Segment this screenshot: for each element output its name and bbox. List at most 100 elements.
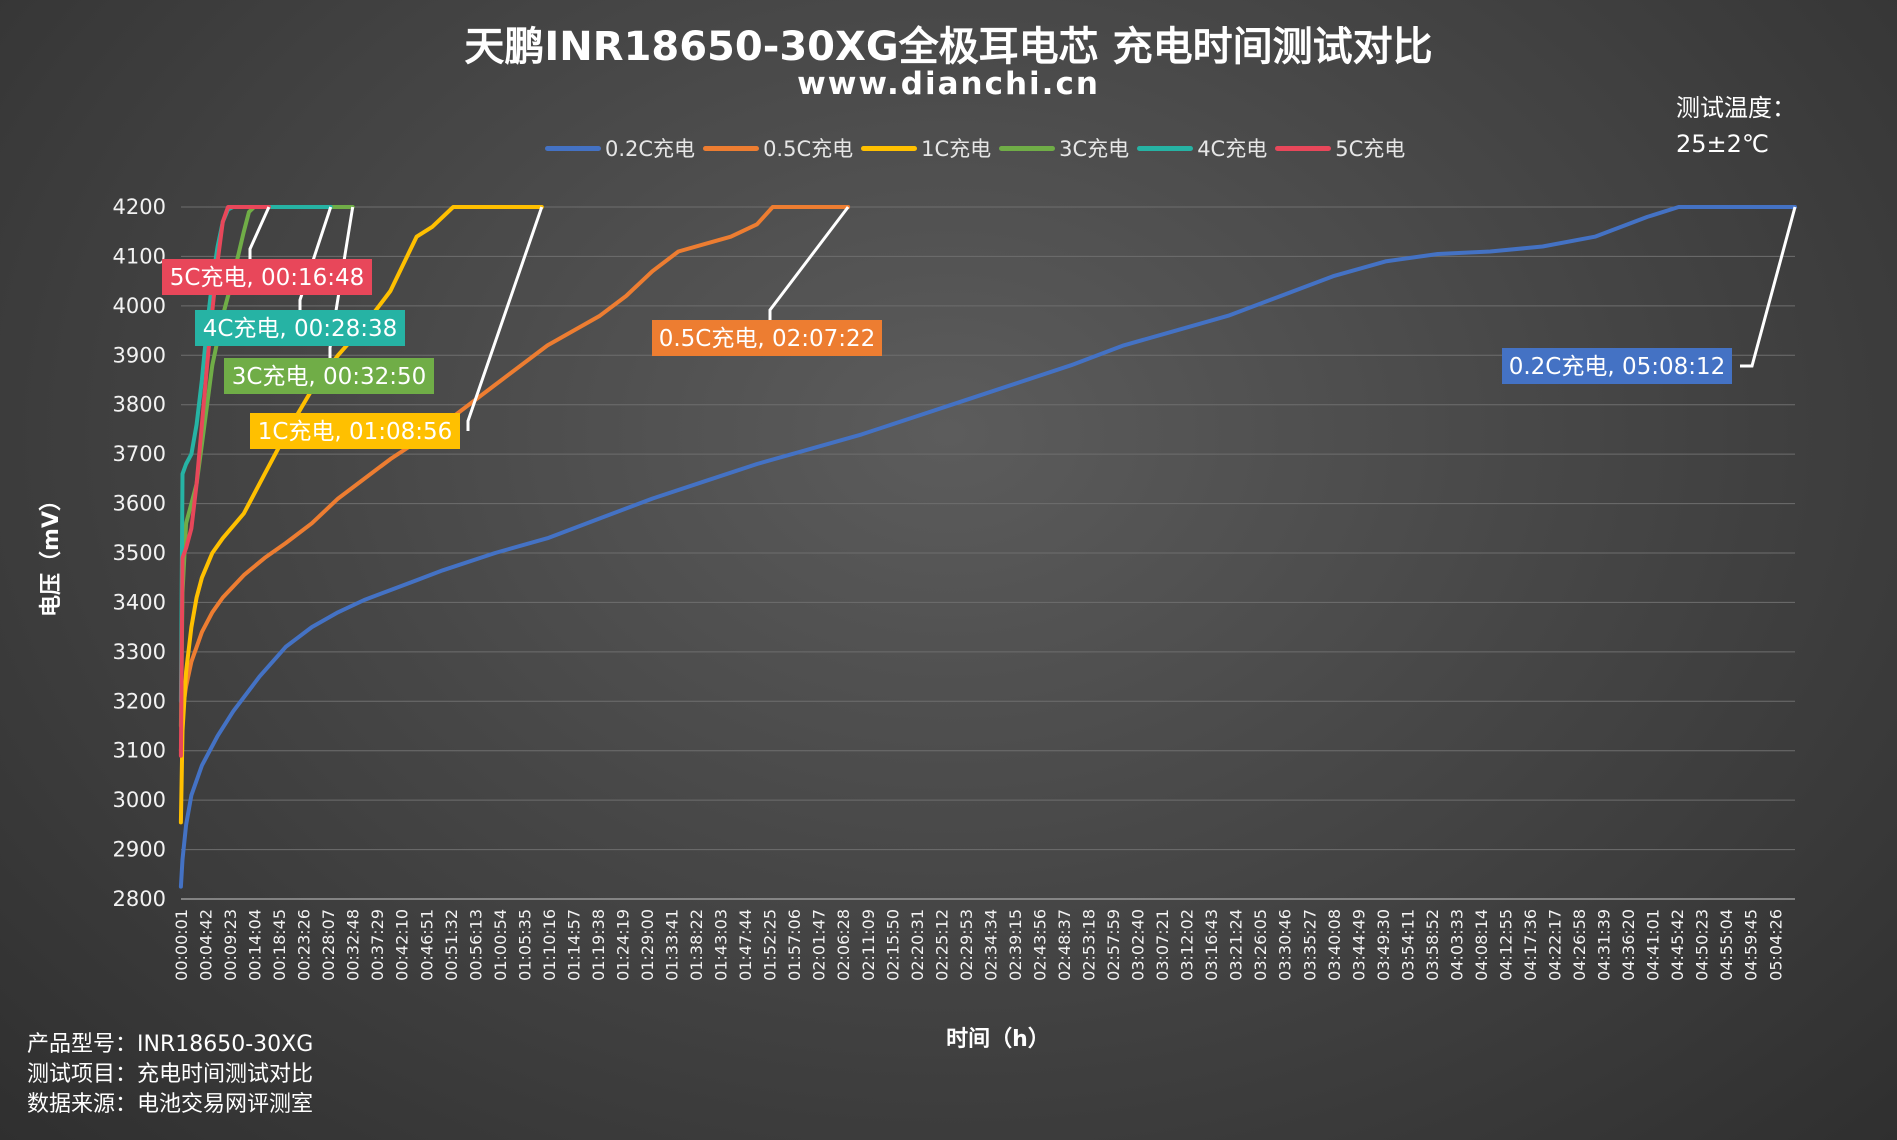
x-tick-label: 04:26:58 [1570, 909, 1589, 981]
x-tick-label: 05:04:26 [1766, 909, 1785, 981]
x-tick-label: 03:12:02 [1178, 909, 1197, 981]
x-tick-label: 03:58:52 [1423, 909, 1442, 981]
y-tick-label: 3700 [113, 442, 166, 466]
x-tick-label: 01:57:06 [785, 909, 804, 981]
legend-swatch [703, 145, 760, 151]
x-tick-label: 02:20:31 [908, 909, 927, 981]
x-tick-label: 00:51:32 [442, 909, 461, 981]
callout-box [162, 259, 372, 295]
test-temperature: 测试温度： 25±2℃ [1676, 90, 1796, 162]
x-tick-label: 00:46:51 [417, 909, 436, 981]
chart-legend: 0.2C充电 0.5C充电 1C充电 3C充电 4C充电 5C充电 [545, 133, 1407, 163]
y-tick-label: 3800 [113, 393, 166, 417]
callout-leader-line [1740, 206, 1797, 368]
x-tick-label: 04:17:36 [1521, 909, 1540, 981]
x-tick-label: 01:52:25 [761, 909, 780, 981]
legend-swatch [1137, 145, 1194, 151]
y-tick-label: 2900 [113, 838, 166, 862]
footer-item: 测试项目：充电时间测试对比 [27, 1062, 314, 1087]
y-tick-label: 3400 [113, 590, 166, 614]
callout-leader-line [298, 206, 333, 310]
y-tick-label: 3300 [113, 640, 166, 664]
x-tick-label: 00:37:29 [368, 909, 387, 981]
x-tick-label: 01:33:41 [663, 909, 682, 981]
callout-leader-line [768, 206, 850, 320]
x-tick-label: 04:31:39 [1595, 909, 1614, 981]
x-tick-label: 00:23:26 [295, 909, 314, 981]
x-tick-label: 03:26:05 [1251, 909, 1270, 981]
x-tick-label: 02:25:12 [932, 909, 951, 981]
x-tick-label: 03:40:08 [1325, 909, 1344, 981]
legend-item: 4C充电 [1137, 133, 1267, 163]
callout-leader-line [248, 206, 271, 259]
footer-model: 产品型号：INR18650-30XG [27, 1032, 314, 1057]
x-tick-label: 04:22:17 [1546, 909, 1565, 981]
x-tick-label: 02:06:28 [834, 909, 853, 981]
legend-label: 1C充电 [921, 137, 992, 161]
x-tick-label: 03:44:49 [1349, 909, 1368, 981]
x-tick-label: 03:49:30 [1374, 909, 1393, 981]
x-tick-label: 00:00:01 [172, 909, 191, 981]
x-tick-label: 04:08:14 [1472, 909, 1491, 981]
x-tick-label: 02:01:47 [810, 909, 829, 981]
x-tick-label: 04:03:33 [1447, 909, 1466, 981]
x-tick-label: 01:29:00 [638, 909, 657, 981]
callout-box [250, 413, 460, 449]
chart-title: 天鹏INR18650-30XG全极耳电芯 充电时间测试对比 [464, 24, 1433, 70]
x-tick-label: 01:00:54 [491, 909, 510, 981]
x-tick-label: 01:47:44 [736, 909, 755, 981]
series-line [178, 205, 851, 753]
footer-source: 数据来源：电池交易网评测室 [27, 1092, 314, 1117]
x-tick-label: 02:29:53 [957, 909, 976, 981]
y-tick-label: 4100 [113, 244, 166, 268]
x-tick-label: 03:35:27 [1300, 909, 1319, 981]
legend-item: 1C充电 [861, 133, 991, 163]
legend-item: 0.5C充电 [703, 133, 853, 163]
x-tick-label: 01:19:38 [589, 909, 608, 981]
legend-swatch [1275, 145, 1332, 151]
callout-label: 0.2C充电, 05:08:12 [1509, 354, 1726, 380]
y-tick-label: 3500 [113, 541, 166, 565]
x-tick-label: 00:32:48 [344, 909, 363, 981]
x-tick-label: 02:15:50 [883, 909, 902, 981]
footer-info: 产品型号：INR18650-30XG 测试项目：充电时间测试对比 数据来源：电池… [27, 1030, 313, 1120]
y-tick-label: 3100 [113, 739, 166, 763]
y-tick-label: 2800 [113, 887, 166, 911]
x-tick-label: 02:11:09 [859, 909, 878, 981]
y-tick-label: 3000 [113, 788, 166, 812]
y-tick-label: 4000 [113, 294, 166, 318]
callout-leader-line [466, 206, 544, 431]
x-tick-label: 01:14:57 [564, 909, 583, 981]
x-tick-label: 02:34:34 [981, 909, 1000, 981]
test-temperature-label: 测试温度： [1676, 94, 1796, 122]
x-tick-label: 02:57:59 [1104, 909, 1123, 981]
callout-label: 1C充电, 01:08:56 [258, 419, 453, 445]
legend-item: 3C充电 [999, 133, 1129, 163]
x-tick-label: 04:50:23 [1693, 909, 1712, 981]
x-tick-label: 02:53:18 [1080, 909, 1099, 981]
series-line [178, 205, 1797, 889]
callout-label: 5C充电, 00:16:48 [170, 265, 365, 291]
callout-label: 3C充电, 00:32:50 [232, 364, 427, 390]
x-tick-label: 04:59:45 [1742, 909, 1761, 981]
series-line [178, 205, 544, 825]
legend-label: 5C充电 [1335, 137, 1406, 161]
legend-label: 4C充电 [1197, 137, 1268, 161]
y-tick-label: 3900 [113, 343, 166, 367]
test-temperature-value: 25±2℃ [1676, 130, 1769, 158]
x-tick-label: 04:55:04 [1717, 909, 1736, 981]
legend-label: 3C充电 [1059, 137, 1130, 161]
chart-subtitle: www.dianchi.cn [797, 66, 1100, 102]
x-tick-label: 03:07:21 [1153, 909, 1172, 981]
callout-box [1502, 348, 1732, 384]
x-tick-label: 01:38:22 [687, 909, 706, 981]
x-tick-label: 04:41:01 [1644, 909, 1663, 981]
x-tick-label: 00:42:10 [393, 909, 412, 981]
x-tick-label: 00:18:45 [270, 909, 289, 981]
legend-swatch [545, 145, 601, 151]
legend-label: 0.5C充电 [763, 137, 854, 161]
callout-label: 4C充电, 00:28:38 [203, 316, 398, 342]
x-tick-label: 00:04:42 [197, 909, 216, 981]
